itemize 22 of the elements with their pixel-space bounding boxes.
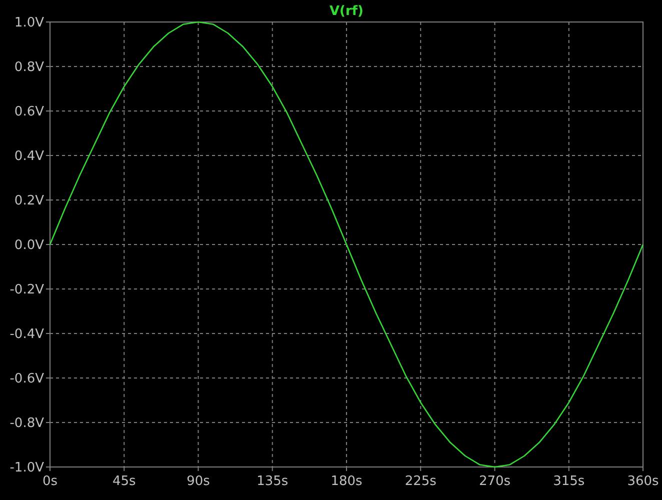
y-tick-label: -0.6V [10,372,44,387]
y-tick-label: 0.0V [14,238,44,254]
x-tick-label: 90s [186,474,210,489]
x-tick-label: 270s [478,474,511,489]
y-tick-label: 0.6V [14,104,44,120]
y-tick-label: -1.0V [10,460,44,476]
x-tick-label: 135s [256,474,288,489]
y-tick-label: 0.2V [14,194,44,209]
x-tick-label: 315s [553,474,585,489]
y-tick-label: -0.8V [10,416,44,432]
y-tick-label: -0.2V [10,282,44,298]
x-tick-label: 0s [42,474,58,489]
line-series [49,21,644,468]
y-tick-label: 1.0V [14,16,44,31]
x-tick-label: 45s [112,474,136,489]
text: V(rf) [329,4,364,19]
x-tick-label: 180s [330,474,363,489]
y-tick-label: -0.4V [10,327,44,342]
x-tick-label: 360s [627,474,660,489]
y-tick-label: 0.8V [14,60,44,76]
x-tick-label: 225s [404,474,437,489]
y-tick-label: 0.4V [14,149,44,164]
